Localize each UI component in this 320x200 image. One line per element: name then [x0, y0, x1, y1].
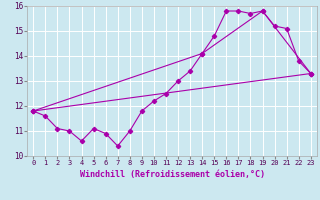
X-axis label: Windchill (Refroidissement éolien,°C): Windchill (Refroidissement éolien,°C) [79, 170, 265, 179]
